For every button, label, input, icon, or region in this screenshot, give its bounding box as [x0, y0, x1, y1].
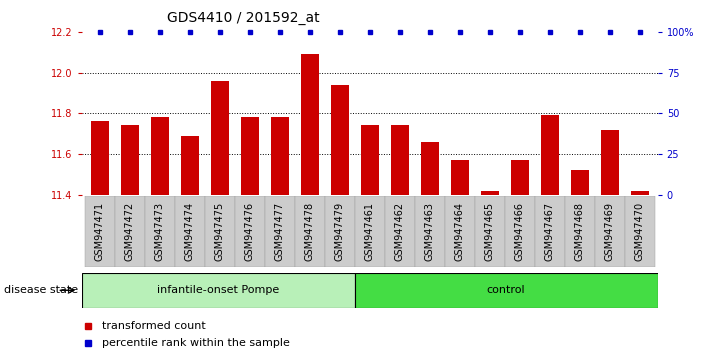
Bar — [505, 196, 535, 267]
Bar — [82, 273, 355, 308]
Text: infantile-onset Pompe: infantile-onset Pompe — [157, 285, 279, 295]
Text: GSM947472: GSM947472 — [124, 202, 135, 261]
Text: GSM947464: GSM947464 — [455, 202, 465, 261]
Bar — [415, 196, 444, 267]
Bar — [360, 125, 379, 195]
Bar — [385, 196, 415, 267]
Bar — [451, 160, 469, 195]
Text: GSM947477: GSM947477 — [274, 202, 284, 261]
Text: GSM947470: GSM947470 — [635, 202, 645, 261]
Text: GSM947475: GSM947475 — [215, 202, 225, 261]
Bar — [205, 196, 235, 267]
Bar — [331, 85, 348, 195]
Bar — [565, 196, 594, 267]
Text: GSM947466: GSM947466 — [515, 202, 525, 261]
Bar — [444, 196, 475, 267]
Bar — [271, 117, 289, 195]
Bar — [235, 196, 264, 267]
Text: disease state: disease state — [4, 285, 77, 295]
Bar — [85, 196, 114, 267]
Text: GSM947469: GSM947469 — [604, 202, 615, 261]
Bar — [601, 130, 619, 195]
Text: GSM947478: GSM947478 — [305, 202, 315, 261]
Bar — [535, 196, 565, 267]
Text: GSM947467: GSM947467 — [545, 202, 555, 261]
Bar — [145, 196, 175, 267]
Bar — [540, 115, 559, 195]
Bar — [355, 196, 385, 267]
Bar — [91, 121, 109, 195]
Text: percentile rank within the sample: percentile rank within the sample — [102, 338, 290, 348]
Bar — [241, 117, 259, 195]
Bar — [355, 273, 658, 308]
Bar — [175, 196, 205, 267]
Text: GSM947479: GSM947479 — [335, 202, 345, 261]
Bar — [301, 54, 319, 195]
Bar — [121, 125, 139, 195]
Text: GSM947461: GSM947461 — [365, 202, 375, 261]
Bar — [475, 196, 505, 267]
Text: GSM947462: GSM947462 — [395, 202, 405, 261]
Text: GDS4410 / 201592_at: GDS4410 / 201592_at — [167, 11, 320, 25]
Bar — [391, 125, 409, 195]
Bar — [264, 196, 295, 267]
Bar — [510, 160, 529, 195]
Bar — [114, 196, 145, 267]
Bar — [181, 136, 199, 195]
Text: GSM947474: GSM947474 — [185, 202, 195, 261]
Bar — [325, 196, 355, 267]
Text: GSM947463: GSM947463 — [424, 202, 434, 261]
Bar — [295, 196, 325, 267]
Bar — [481, 190, 498, 195]
Text: control: control — [487, 285, 525, 295]
Text: GSM947476: GSM947476 — [245, 202, 255, 261]
Text: GSM947473: GSM947473 — [155, 202, 165, 261]
Bar — [421, 142, 439, 195]
Bar — [631, 190, 648, 195]
Bar — [571, 170, 589, 195]
Bar — [625, 196, 655, 267]
Text: GSM947471: GSM947471 — [95, 202, 105, 261]
Text: GSM947468: GSM947468 — [574, 202, 584, 261]
Bar — [594, 196, 625, 267]
Bar — [210, 81, 229, 195]
Text: GSM947465: GSM947465 — [485, 202, 495, 261]
Text: transformed count: transformed count — [102, 321, 205, 331]
Bar — [151, 117, 169, 195]
